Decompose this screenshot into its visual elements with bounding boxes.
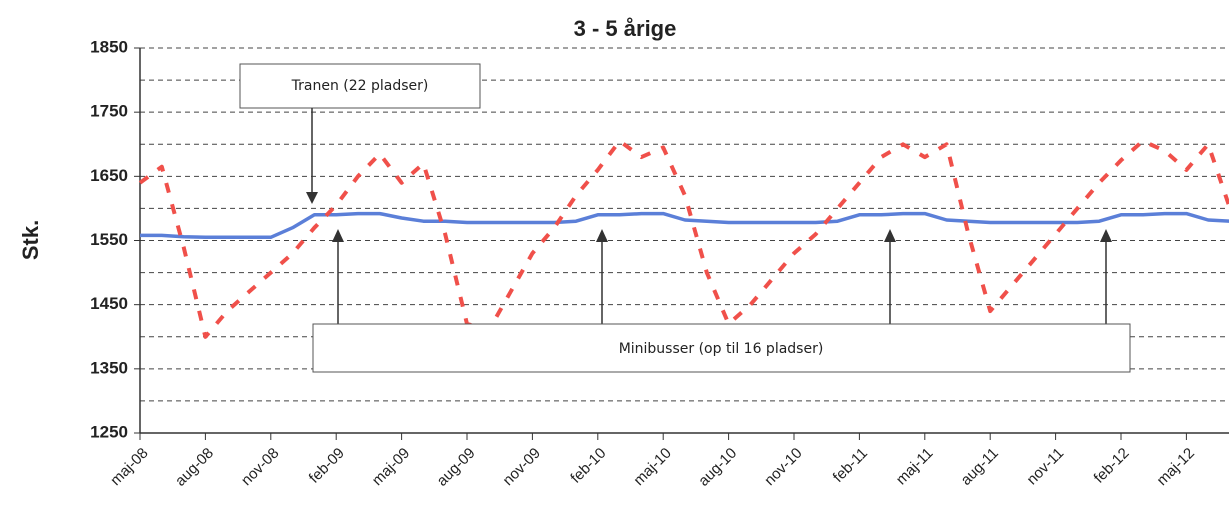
y-tick-label: 1650 xyxy=(90,166,128,185)
annotation-box xyxy=(239,63,481,109)
y-tick-label: 1450 xyxy=(90,294,128,313)
x-tick-label: feb-09 xyxy=(306,445,348,487)
y-tick-label: 1750 xyxy=(90,102,128,121)
y-tick-label: 1550 xyxy=(90,230,128,249)
x-tick-label: feb-10 xyxy=(567,445,609,487)
arrow-head xyxy=(306,192,318,204)
data-line xyxy=(140,211,1229,240)
x-tick-label: aug-08 xyxy=(172,445,217,490)
arrow-head xyxy=(884,229,896,242)
x-tick-label: maj-08 xyxy=(107,445,151,489)
x-tick-label: aug-10 xyxy=(695,445,740,490)
x-tick-label: feb-11 xyxy=(830,445,871,486)
data-line xyxy=(138,139,1229,339)
x-tick-label: maj-10 xyxy=(630,445,674,489)
x-tick-label: feb-12 xyxy=(1091,445,1133,487)
x-tick-label: nov-09 xyxy=(500,445,544,489)
x-tick-label: maj-11 xyxy=(893,445,937,489)
annotation: Tranen (22 pladser) xyxy=(291,78,429,94)
x-tick-label: nov-08 xyxy=(238,445,282,489)
annotations: Tranen (22 pladser) Minibusser (op til 1… xyxy=(239,63,1131,373)
x-tick-label: maj-12 xyxy=(1154,445,1198,489)
y-tick-label: 1250 xyxy=(90,422,128,441)
y-axis-label: Stk. xyxy=(18,220,43,260)
y-tick-label: 1350 xyxy=(90,358,128,377)
arrow-heads xyxy=(332,229,1112,242)
arrows xyxy=(337,238,1107,324)
arrow-head xyxy=(1100,229,1112,242)
y-tick-label: 1850 xyxy=(90,37,128,56)
chart-title: 3 - 5 årige xyxy=(574,16,677,41)
annotation-box xyxy=(312,323,1131,373)
x-tick-label: nov-10 xyxy=(761,445,805,489)
annotation: Minibusser (op til 16 pladser) xyxy=(619,341,824,357)
arrow-head xyxy=(332,229,344,242)
arrow-head xyxy=(596,229,608,242)
x-tick-label: nov-11 xyxy=(1024,445,1068,489)
x-tick-label: aug-11 xyxy=(958,445,1002,489)
x-tick-label: aug-09 xyxy=(434,445,479,490)
x-tick-label: maj-09 xyxy=(369,445,413,489)
